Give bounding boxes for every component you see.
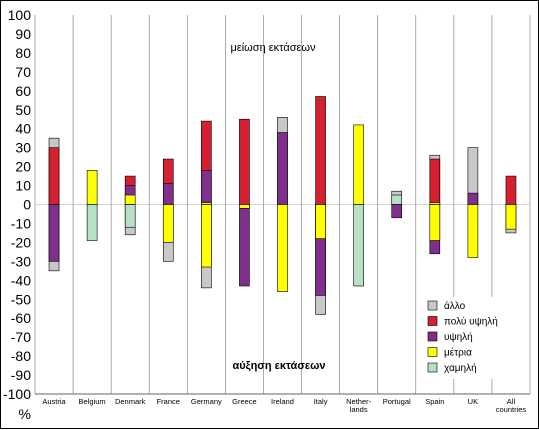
y-tick-label: -90 <box>11 367 31 383</box>
y-axis-label: % <box>19 406 31 422</box>
bar-segment <box>429 158 441 205</box>
bar-segment <box>48 147 60 205</box>
y-tick-label: 30 <box>15 140 31 156</box>
bar-segment <box>467 204 479 258</box>
bar-segment <box>124 194 136 205</box>
bar-segment <box>86 170 98 205</box>
y-tick-label: 60 <box>15 83 31 99</box>
legend-box <box>423 297 523 379</box>
bar-segment <box>239 204 250 287</box>
x-tick-label: Austria <box>42 397 66 406</box>
bar-segment <box>162 183 174 205</box>
bar-segment <box>277 132 288 205</box>
y-tick-label: -70 <box>11 329 31 345</box>
bar-segment <box>48 204 60 262</box>
legend-label: υψηλή <box>444 331 473 343</box>
bar-segment <box>391 194 403 205</box>
bar-segment <box>162 204 174 243</box>
y-tick-label: 70 <box>15 64 31 80</box>
x-tick-label: All countries <box>496 397 527 414</box>
bar-segment <box>315 204 326 239</box>
x-tick-label: Italy <box>314 397 328 406</box>
bar-segment <box>124 204 136 228</box>
legend-swatch <box>427 300 438 311</box>
legend-label: άλλο <box>444 300 466 312</box>
y-tick-label: -60 <box>11 310 31 326</box>
legend-label: πολύ υψηλή <box>444 316 498 328</box>
y-tick-label: -30 <box>11 253 31 269</box>
x-tick-label: Nether-lands <box>346 397 372 414</box>
bar-segment <box>429 204 441 241</box>
bar-segment <box>505 175 517 205</box>
annotation-bottom: αύξηση εκτάσεων <box>233 360 326 372</box>
x-tick-label: France <box>157 397 180 406</box>
annotation-top: μείωση εκτάσεων <box>231 42 316 54</box>
y-tick-label: -100 <box>3 386 31 402</box>
legend-label: μέτρια <box>444 347 472 359</box>
bar-segment <box>239 118 250 205</box>
y-tick-label: 20 <box>15 159 31 175</box>
bar-segment <box>201 204 212 268</box>
y-tick-label: -40 <box>11 272 31 288</box>
y-tick-label: -10 <box>11 215 31 231</box>
y-tick-label: 10 <box>15 178 31 194</box>
x-tick-label: UK <box>468 397 478 406</box>
y-tick-label: -50 <box>11 291 31 307</box>
y-tick-label: 0 <box>23 197 31 213</box>
bar-segment <box>467 192 479 205</box>
legend-swatch <box>427 362 438 373</box>
bar-segment <box>201 170 212 205</box>
bar-segment <box>353 204 364 287</box>
x-tick-label: Denmark <box>115 397 146 406</box>
y-tick-label: 100 <box>8 7 32 23</box>
legend-swatch <box>427 347 438 357</box>
bar-segment <box>239 204 250 209</box>
bar-segment <box>505 204 517 230</box>
legend-swatch <box>427 316 438 326</box>
y-tick-label: 50 <box>15 102 31 118</box>
y-tick-label: 90 <box>15 26 31 42</box>
x-tick-label: Portugal <box>383 397 411 406</box>
y-tick-label: 80 <box>15 45 31 61</box>
legend-swatch <box>427 331 438 342</box>
y-tick-label: 40 <box>15 121 31 137</box>
legend-label: χαμηλή <box>444 362 477 374</box>
x-tick-label: Germany <box>191 397 222 406</box>
bar-segment <box>391 204 403 219</box>
x-tick-label: Ireland <box>271 397 294 406</box>
y-tick-label: -20 <box>11 234 31 250</box>
bar-segment <box>277 204 288 292</box>
x-tick-label: Greece <box>232 397 257 406</box>
bar-segment <box>86 204 98 241</box>
bar-segment <box>315 96 326 205</box>
x-tick-label: Spain <box>425 397 444 406</box>
bar-segment <box>353 124 364 205</box>
y-tick-label: -80 <box>11 348 31 364</box>
x-tick-label: Belgium <box>79 397 106 406</box>
